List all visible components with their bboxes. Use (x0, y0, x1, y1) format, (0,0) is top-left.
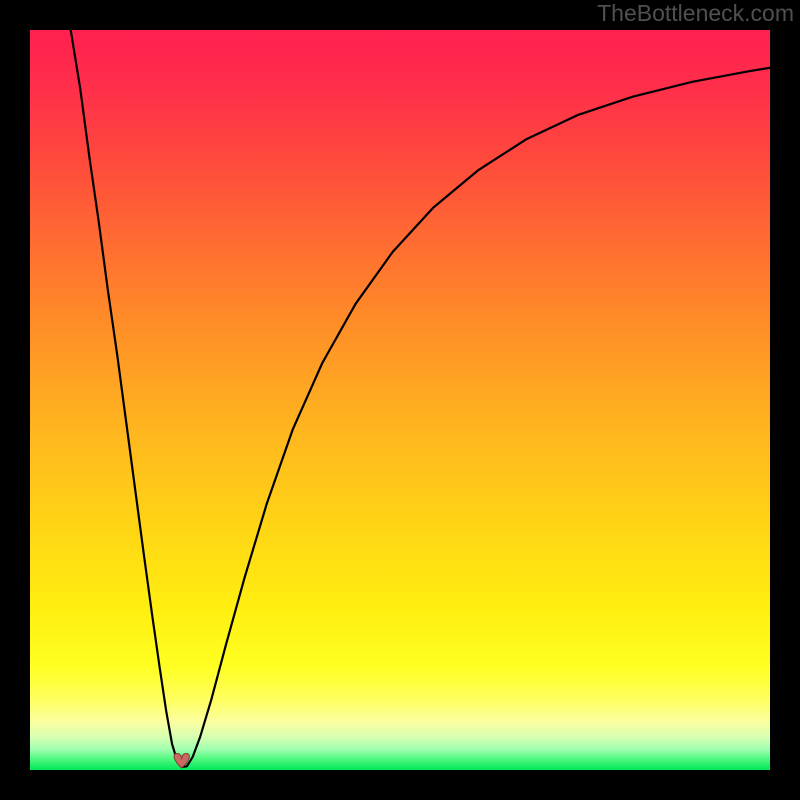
plot-background (30, 30, 770, 770)
watermark-text: TheBottleneck.com (597, 0, 794, 27)
chart-container: TheBottleneck.com (0, 0, 800, 800)
bottleneck-chart (0, 0, 800, 800)
